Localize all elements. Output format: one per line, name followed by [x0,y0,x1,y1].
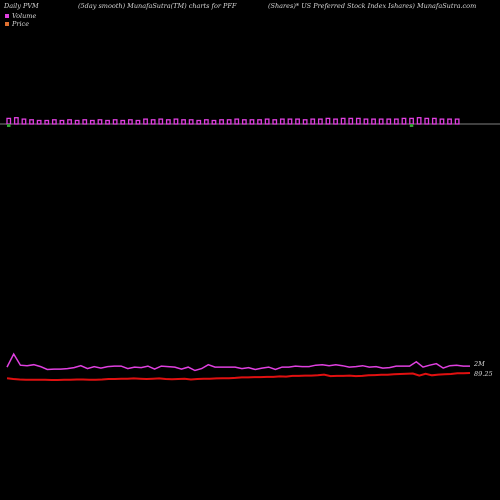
pvm-bar [264,118,270,125]
pvm-bar [188,119,194,125]
pvm-bar [36,119,42,125]
pvm-bar [112,119,118,125]
pvm-bar [416,117,422,125]
pvm-bar [431,117,437,125]
pvm-bar [105,119,110,125]
pvm-bar [310,118,316,125]
pvm-bar [295,118,300,125]
pvm-bar-marker [409,124,414,127]
pvm-bar [272,119,278,125]
pvm-bar [74,119,80,125]
pvm-bar [355,117,361,125]
pvm-bar [333,118,338,125]
pvm-bar [82,119,88,125]
pvm-bar [127,119,133,125]
legend-volume-swatch [5,14,9,18]
pvm-bar [135,119,141,125]
pvm-bar [89,119,95,125]
pvm-bar [181,119,186,125]
pvm-bar [378,118,384,125]
chart-label-left: Daily PVM [4,2,39,10]
pvm-bar [257,119,262,125]
price-line [6,372,471,381]
pvm-bar [287,118,293,125]
pvm-bar [279,118,285,125]
pvm-bar [59,119,65,125]
volume-line [6,352,470,372]
pvm-bar [241,119,247,125]
pvm-bars [6,117,460,127]
pvm-bar [158,118,164,125]
pvm-bar [165,119,171,125]
pvm-bar [424,117,430,125]
pvm-bar [173,118,179,125]
pvm-bar [120,119,126,125]
chart-source: (Shares)* US Preferred Stock Index Ishar… [268,2,477,10]
pvm-bar [67,119,72,125]
pvm-bar [51,119,57,125]
pvm-bar [13,117,19,125]
pvm-bar [401,117,407,125]
volume-end-label: 2M [474,360,485,368]
legend-price: Price [5,20,29,28]
pvm-bar [340,117,346,125]
pvm-bar-marker [7,124,11,127]
pvm-bar [226,119,232,125]
pvm-bar [393,118,399,125]
pvm-bar [348,117,354,125]
pvm-bar [371,118,376,125]
pvm-bar [21,118,27,125]
price-end-label: 89.25 [474,370,493,378]
pvm-bar [196,119,202,125]
pvm-bar [249,119,255,125]
pvm-bar [454,118,460,125]
pvm-bar [211,119,217,125]
chart-title: (5day smooth) MunafaSutra(TM) charts for… [78,2,237,10]
pvm-bar [386,118,392,125]
pvm-bar [97,119,103,125]
pvm-bar [325,117,331,125]
legend-price-swatch [5,22,9,26]
pvm-bar [447,118,452,125]
pvm-bar [317,118,323,125]
pvm-bar [234,118,240,125]
pvm-bar [363,118,369,125]
legend-volume-label: Volume [12,12,37,20]
pvm-bar [150,119,156,125]
pvm-bar [203,119,209,125]
pvm-bar [219,119,224,125]
pvm-bar [29,119,34,125]
legend-volume: Volume [5,12,36,20]
pvm-bar [439,118,445,125]
pvm-bar [302,119,308,125]
pvm-bar [143,118,148,125]
pvm-bar [44,119,50,125]
legend-price-label: Price [12,20,30,28]
